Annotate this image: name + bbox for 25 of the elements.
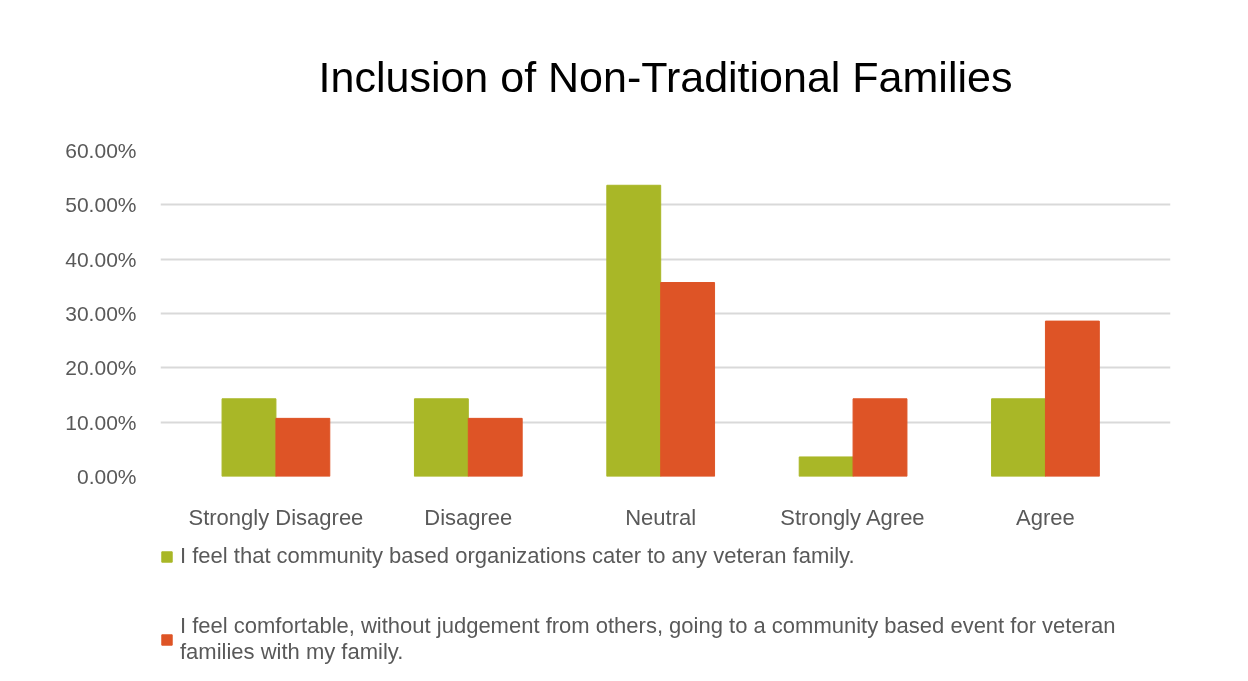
x-tick-label: Agree (1016, 504, 1075, 530)
chart-title: Inclusion of Non-Traditional Families (318, 52, 1013, 101)
bar (467, 417, 523, 477)
y-tick-label: 40.00% (65, 247, 137, 271)
bar (275, 417, 331, 477)
y-tick-label: 30.00% (65, 302, 137, 325)
y-tick-label: 50.00% (65, 193, 137, 217)
y-tick-label: 20.00% (65, 356, 137, 380)
y-tick-label: 60.00% (65, 139, 137, 162)
x-tick-label: Neutral (625, 504, 697, 530)
bar (606, 184, 662, 477)
y-tick-label: 0.00% (76, 465, 137, 488)
legend-label: I feel comfortable, without judgement from others, going to a community based event for veteran families with my family. (180, 613, 1116, 665)
bar (660, 282, 716, 477)
bar (221, 398, 277, 477)
x-tick-label: Strongly Disagree (188, 504, 364, 530)
bar (852, 398, 908, 477)
y-tick-label: 10.00% (65, 410, 137, 434)
legend-label: I feel that community based organizations cater to any veteran family. (180, 543, 855, 569)
bar (991, 398, 1046, 477)
bar (798, 456, 854, 477)
x-tick-label: Disagree (424, 504, 513, 530)
bar (413, 398, 469, 477)
bar (1044, 320, 1100, 477)
x-tick-label: Strongly Agree (780, 504, 925, 530)
